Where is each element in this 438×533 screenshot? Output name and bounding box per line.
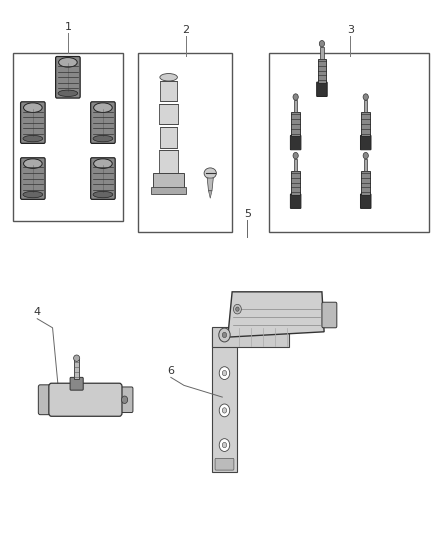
Ellipse shape — [58, 90, 78, 96]
FancyBboxPatch shape — [117, 387, 133, 413]
Text: 4: 4 — [34, 307, 41, 317]
Text: 3: 3 — [347, 25, 354, 35]
Bar — [291, 112, 300, 136]
FancyBboxPatch shape — [317, 82, 327, 96]
FancyBboxPatch shape — [91, 158, 115, 199]
Circle shape — [219, 404, 230, 417]
Bar — [151, 187, 186, 194]
Bar — [138, 53, 232, 232]
Ellipse shape — [59, 58, 77, 67]
Circle shape — [363, 152, 368, 159]
Circle shape — [293, 152, 298, 159]
FancyBboxPatch shape — [360, 194, 371, 208]
Text: 5: 5 — [244, 208, 251, 219]
Bar — [153, 173, 184, 188]
Ellipse shape — [24, 159, 42, 168]
Ellipse shape — [23, 191, 42, 198]
Circle shape — [236, 307, 239, 311]
Text: 2: 2 — [183, 25, 190, 35]
Circle shape — [233, 304, 241, 314]
Circle shape — [319, 41, 325, 47]
FancyBboxPatch shape — [91, 102, 115, 143]
Circle shape — [222, 333, 227, 338]
Polygon shape — [207, 178, 213, 191]
Bar — [364, 100, 367, 112]
Ellipse shape — [93, 135, 113, 142]
Ellipse shape — [94, 159, 112, 168]
Bar — [269, 53, 429, 232]
Bar — [212, 328, 237, 472]
FancyBboxPatch shape — [21, 158, 45, 199]
Circle shape — [222, 408, 227, 413]
FancyBboxPatch shape — [360, 135, 371, 150]
Ellipse shape — [94, 103, 112, 112]
Ellipse shape — [74, 355, 80, 361]
Bar — [320, 47, 324, 59]
Ellipse shape — [24, 103, 42, 112]
Circle shape — [293, 94, 298, 100]
Ellipse shape — [23, 135, 42, 142]
FancyBboxPatch shape — [39, 385, 55, 415]
Bar — [294, 100, 297, 112]
Bar — [160, 127, 177, 148]
Bar — [294, 159, 297, 171]
Bar — [318, 59, 326, 83]
Circle shape — [122, 396, 128, 403]
FancyBboxPatch shape — [290, 194, 301, 208]
FancyBboxPatch shape — [21, 102, 45, 143]
FancyBboxPatch shape — [70, 377, 83, 390]
Bar — [160, 81, 177, 101]
Polygon shape — [228, 292, 324, 337]
Ellipse shape — [93, 191, 113, 198]
Bar — [291, 171, 300, 195]
Circle shape — [219, 328, 230, 342]
Bar — [364, 159, 367, 171]
Polygon shape — [208, 191, 212, 198]
Bar — [159, 150, 178, 173]
Bar — [159, 104, 178, 124]
Circle shape — [222, 442, 227, 448]
FancyBboxPatch shape — [49, 383, 122, 416]
Bar — [13, 53, 123, 221]
Text: 1: 1 — [64, 22, 71, 32]
Circle shape — [219, 367, 230, 379]
Bar — [361, 112, 370, 136]
Ellipse shape — [160, 74, 177, 81]
Circle shape — [363, 94, 368, 100]
FancyBboxPatch shape — [56, 56, 80, 98]
FancyBboxPatch shape — [215, 458, 234, 470]
Text: 6: 6 — [167, 366, 174, 376]
FancyBboxPatch shape — [290, 135, 301, 150]
FancyBboxPatch shape — [322, 302, 337, 328]
Bar — [212, 327, 289, 347]
Bar — [74, 359, 79, 379]
Circle shape — [219, 439, 230, 451]
Bar — [361, 171, 370, 195]
Circle shape — [222, 370, 227, 376]
Ellipse shape — [204, 168, 216, 179]
